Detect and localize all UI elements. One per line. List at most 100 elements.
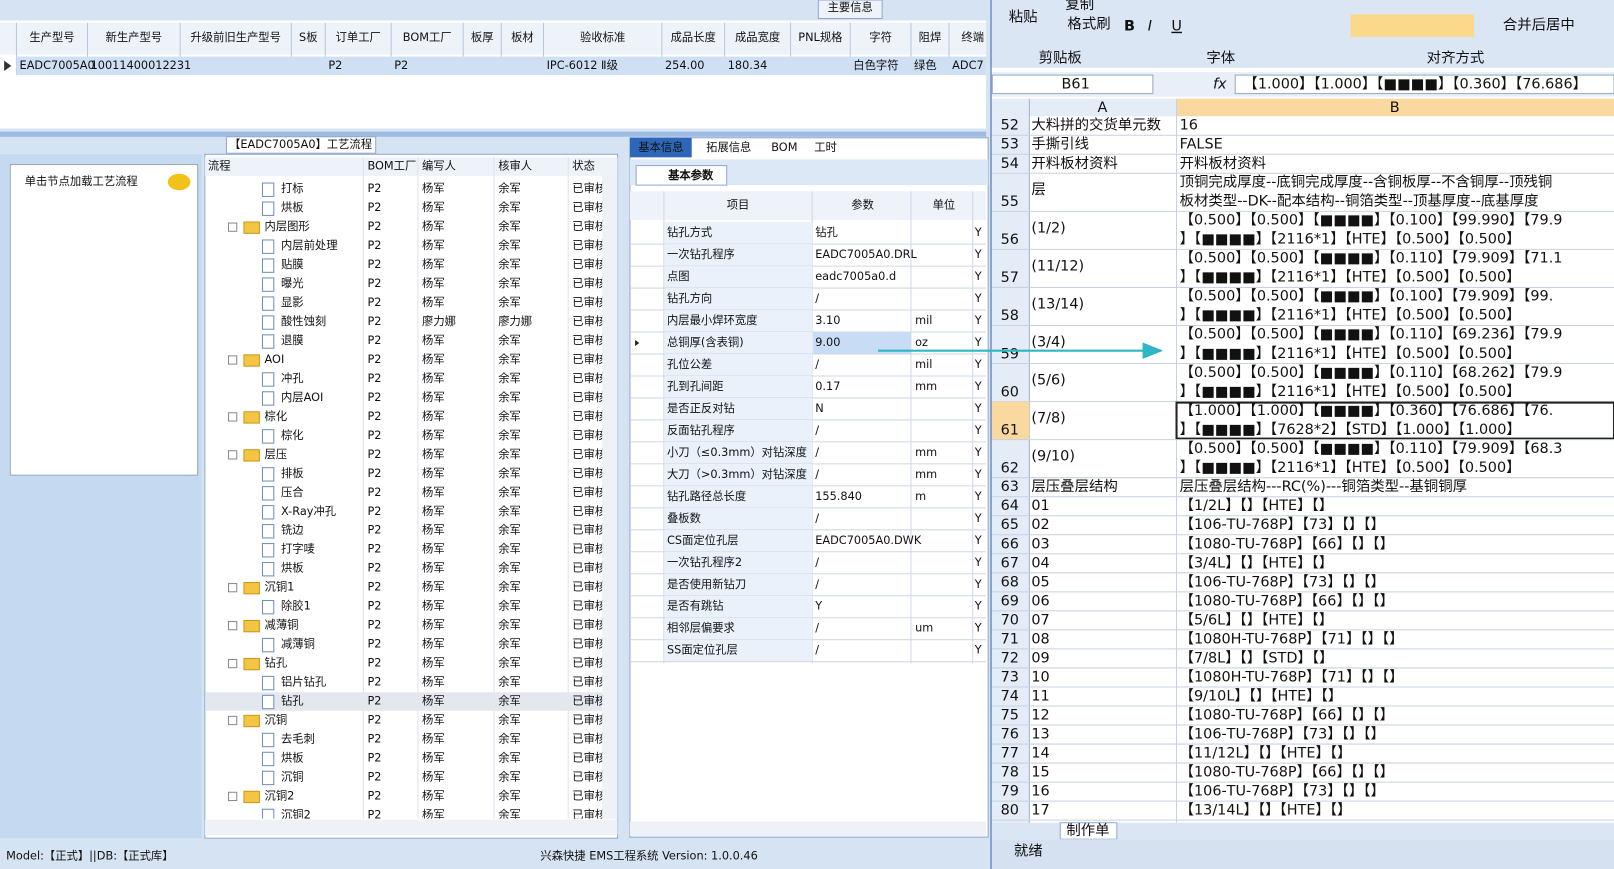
row-number: 60 — [1001, 384, 1019, 400]
param-cell: Y — [974, 578, 982, 591]
tree-cell: 余军 — [498, 580, 521, 594]
param-cell: mm — [915, 468, 937, 481]
param-cell: / — [815, 292, 819, 305]
node-icon — [261, 770, 275, 786]
tree-cell: 已审核 — [572, 352, 606, 366]
cell-a: 04 — [1031, 555, 1049, 571]
row-number: 57 — [1001, 270, 1019, 286]
row-number: 63 — [1001, 479, 1019, 495]
column-header: 订单工厂 — [336, 31, 381, 44]
tree-cell: P2 — [367, 391, 381, 404]
hint-box — [9, 164, 199, 476]
cell-b: 【106-TU-768P】【73】【】【】 — [1180, 573, 1385, 590]
column-header: 项目 — [727, 199, 750, 212]
folder-icon — [243, 619, 260, 633]
param-cell: CS面定位孔层 — [667, 533, 739, 547]
param-cell: 3.10 — [815, 314, 840, 327]
tree-cell: 杨军 — [422, 485, 445, 499]
param-cell: 9.00 — [815, 336, 840, 349]
tree-cell: 减薄铜 — [265, 618, 299, 632]
tree-cell: 已审核 — [572, 542, 606, 556]
cell-a: 大料拼的交货单元数 — [1031, 116, 1161, 134]
tree-cell: 余军 — [498, 371, 521, 385]
tree-cell: 杨军 — [422, 390, 445, 404]
param-cell: 反面钻孔程序 — [667, 423, 735, 437]
item-cell-bg — [664, 617, 813, 640]
column-header: 生产型号 — [29, 30, 74, 44]
tree-cell: 杨军 — [422, 731, 445, 745]
tree-cell: 余军 — [498, 295, 521, 309]
panel-title: 【EADC7005A0】工艺流程 — [229, 137, 372, 151]
tree-cell: P2 — [367, 201, 381, 214]
cell-b: 【0.500】【0.500】【■■■■】【0.110】【68.262】【79.9 — [1180, 364, 1563, 381]
row-number: 73 — [1001, 669, 1019, 685]
column-header: 状态 — [572, 159, 595, 173]
cell-a: 01 — [1031, 498, 1049, 514]
cell-b: 【1080H-TU-768P】【71】【】【】 — [1180, 668, 1404, 685]
cell-b: 【13/14L】【】【HTE】【】 — [1180, 802, 1352, 819]
cell-a: 07 — [1031, 612, 1049, 628]
tree-cell: P2 — [367, 182, 381, 195]
row-number: 65 — [1001, 517, 1019, 533]
param-cell: Y — [974, 424, 982, 437]
tree-cell: P2 — [367, 372, 381, 385]
param-cell: / — [815, 622, 819, 635]
tree-cell: 内层AOI — [281, 390, 323, 404]
tree-scrollbar[interactable] — [602, 175, 618, 819]
param-cell: Y — [974, 468, 982, 481]
tree-cell: 余军 — [498, 409, 521, 423]
tree-hscrollbar[interactable] — [204, 819, 618, 836]
tree-cell: 已审核 — [572, 731, 606, 745]
cell-a: 手撕引线 — [1031, 136, 1089, 153]
tree-cell: 余军 — [498, 447, 521, 461]
folder-icon — [243, 790, 260, 804]
tree-cell: 余军 — [498, 694, 521, 708]
tree-cell: 余军 — [498, 485, 521, 499]
tree-cell: 余军 — [498, 675, 521, 689]
cell-b: 】【■■■■】【2116*1】【HTE】【0.500】【0.500】 — [1180, 383, 1521, 400]
node-icon — [261, 372, 275, 387]
tree-cell: 余军 — [498, 276, 521, 290]
active-tab[interactable] — [629, 137, 692, 158]
row-number: 62 — [1001, 460, 1019, 476]
formula-input[interactable] — [1234, 74, 1614, 95]
tree-cell: 杨军 — [422, 352, 445, 366]
node-icon — [261, 637, 275, 653]
tree-cell: 廖力娜 — [422, 314, 456, 328]
process-title-tab — [225, 136, 377, 154]
tree-cell: 酸性蚀刻 — [281, 314, 326, 328]
tree-cell: 余军 — [498, 561, 521, 575]
cell-b: 【106-TU-768P】【73】【】【】 — [1180, 783, 1385, 800]
row-number: 55 — [1001, 194, 1019, 210]
node-icon — [261, 543, 275, 558]
fx-label: fx — [1213, 76, 1227, 92]
param-hscrollbar[interactable] — [629, 821, 987, 837]
node-icon — [261, 201, 275, 216]
tree-cell: 内层前处理 — [281, 238, 338, 252]
font-button: B — [1124, 19, 1135, 35]
subtab[interactable] — [635, 165, 728, 186]
param-cell: Y — [974, 270, 982, 283]
cell-b: 【0.500】【0.500】【■■■■】【0.100】【99.990】【79.9 — [1180, 212, 1563, 229]
tree-cell: 杨军 — [422, 371, 445, 385]
tree-cell: 杨军 — [422, 694, 445, 708]
name-box[interactable] — [991, 74, 1154, 95]
tree-cell: 压合 — [281, 485, 304, 499]
tree-cell: 杨军 — [422, 295, 445, 309]
expand-box — [227, 222, 238, 232]
tree-cell: 杨军 — [422, 428, 445, 442]
row-number: 80 — [1001, 803, 1019, 819]
formula-text: 【1.000】【1.000】【■■■■】【0.360】【76.686】 — [1243, 75, 1587, 92]
tree-cell: 已审核 — [572, 428, 606, 442]
tree-cell: P2 — [367, 486, 381, 499]
item-cell-bg — [664, 222, 813, 245]
main-tab[interactable] — [817, 0, 883, 20]
column-header: 成品宽度 — [735, 30, 780, 44]
tree-cell: 杨军 — [422, 769, 445, 783]
cell-a: 10 — [1031, 669, 1049, 685]
tree-cell: 杨军 — [422, 181, 445, 195]
cell: 180.34 — [728, 59, 768, 72]
hint-text: 单击节点加载工艺流程 — [25, 174, 138, 188]
tree-cell: P2 — [367, 770, 381, 783]
node-icon — [261, 391, 275, 406]
